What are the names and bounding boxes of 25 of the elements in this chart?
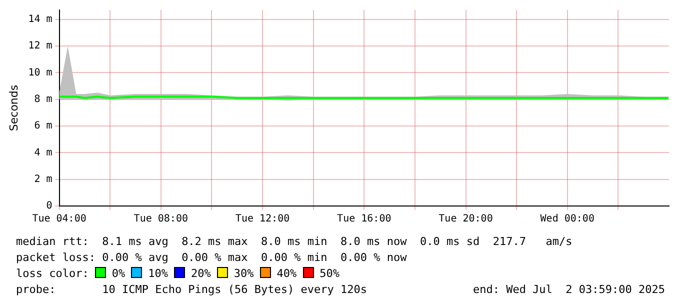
x-tick-label: Tue 20:00: [438, 214, 493, 225]
legend-title: loss color:: [16, 267, 89, 280]
legend-label: 30%: [234, 267, 254, 280]
y-tick-label: 10 m: [28, 67, 52, 78]
legend-label: 20%: [190, 267, 211, 280]
legend-label: 40%: [276, 267, 297, 280]
legend-label: 0%: [112, 267, 126, 280]
y-tick-label: 14 m: [28, 14, 52, 25]
y-tick-label: 6 m: [34, 120, 52, 132]
y-tick-label: 8 m: [34, 94, 52, 105]
x-tick-label: Tue 08:00: [134, 214, 188, 225]
legend-label: 50%: [320, 267, 340, 280]
text: probe: 10 ICMP Echo Pings (56 Bytes) every 120s end: Wed Jul 2 03:59:00 2025: [16, 283, 666, 297]
x-tick-label: Wed 00:00: [540, 214, 594, 225]
x-tick-label: Tue 12:00: [235, 214, 290, 225]
x-tick-label: Tue 16:00: [337, 214, 392, 225]
y-axis-title: Seconds: [7, 84, 20, 132]
y-tick-label: 12 m: [28, 40, 52, 52]
x-tick-label: Tue 04:00: [32, 214, 86, 225]
y-tick-label: 0: [46, 200, 52, 212]
y-tick-label: 2 m: [34, 174, 52, 185]
text: median rtt: 8.1 ms avg 8.2 ms max 8.0 ms min 8.0 ms now 0.0 ms sd 217.7 am/s: [16, 235, 572, 249]
legend-label: 10%: [148, 267, 168, 280]
y-tick-label: 4 m: [34, 147, 52, 158]
text: packet loss: 0.00 % avg 0.00 % max 0.00 % min 0.00 % now: [16, 251, 407, 265]
